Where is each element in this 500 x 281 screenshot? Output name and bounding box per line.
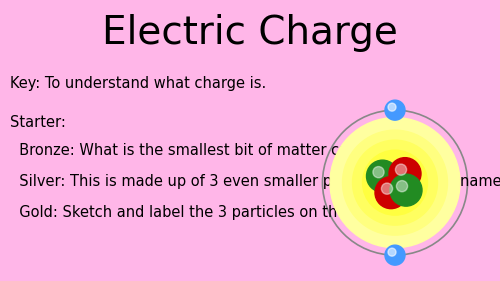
Ellipse shape xyxy=(388,103,396,111)
Text: Bronze: What is the smallest bit of matter called?: Bronze: What is the smallest bit of matt… xyxy=(10,143,382,158)
Ellipse shape xyxy=(396,164,406,175)
Ellipse shape xyxy=(352,140,438,225)
Ellipse shape xyxy=(382,183,392,194)
Text: Starter:: Starter: xyxy=(10,115,66,130)
Ellipse shape xyxy=(390,174,422,206)
Ellipse shape xyxy=(385,100,405,120)
Ellipse shape xyxy=(396,181,407,192)
Text: Gold: Sketch and label the 3 particles on the diagram.: Gold: Sketch and label the 3 particles o… xyxy=(10,205,417,220)
Text: Silver: This is made up of 3 even smaller particles. Can you name them?: Silver: This is made up of 3 even smalle… xyxy=(10,174,500,189)
Ellipse shape xyxy=(389,158,421,190)
Ellipse shape xyxy=(388,248,396,256)
Text: Key: To understand what charge is.: Key: To understand what charge is. xyxy=(10,76,266,91)
Ellipse shape xyxy=(362,150,428,215)
Ellipse shape xyxy=(385,245,405,265)
Text: Electric Charge: Electric Charge xyxy=(102,14,398,52)
Ellipse shape xyxy=(373,167,384,178)
Ellipse shape xyxy=(342,130,448,235)
Ellipse shape xyxy=(330,118,460,248)
Ellipse shape xyxy=(366,160,398,192)
Ellipse shape xyxy=(375,177,407,209)
